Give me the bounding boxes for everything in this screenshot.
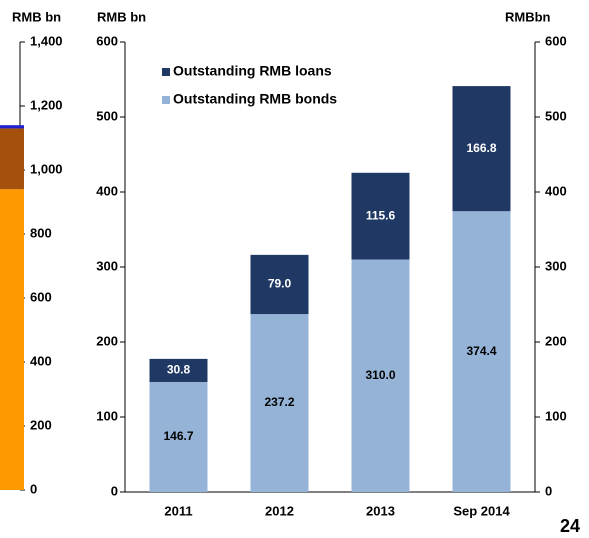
y2-axis-label: RMBbn (505, 9, 551, 24)
x-tick-label: 2013 (366, 503, 395, 518)
page-number: 24 (560, 516, 580, 536)
y2-tick-label: 100 (545, 408, 567, 423)
bar-segment (0, 189, 24, 490)
bar-segment (149, 381, 208, 492)
y-tick-label: 400 (96, 183, 118, 198)
value-label: 79.0 (268, 277, 292, 291)
value-label: 310.0 (365, 368, 395, 382)
y-tick-label: 1,000 (30, 161, 63, 176)
y-tick-label: 300 (96, 258, 118, 273)
legend-label: Outstanding RMB loans (173, 63, 332, 79)
y-tick-label: 0 (111, 483, 118, 498)
y-tick-label: 0 (30, 481, 37, 496)
y2-tick-label: 0 (545, 483, 552, 498)
legend-swatch (162, 96, 170, 104)
y-axis-label: RMB bn (97, 9, 146, 24)
y-tick-label: 100 (96, 408, 118, 423)
y-tick-label: 200 (96, 333, 118, 348)
value-label: 374.4 (466, 344, 496, 358)
bar-segment (0, 125, 24, 129)
bar-segment (250, 314, 309, 492)
x-tick-label: 2012 (265, 503, 294, 518)
value-label: 166.8 (466, 141, 496, 155)
x-tick-label: 2011 (164, 503, 192, 518)
legend-label: Outstanding RMB bonds (173, 91, 337, 107)
y2-tick-label: 600 (545, 33, 567, 48)
bar-segment (452, 211, 511, 492)
bar-segment (351, 259, 410, 492)
y-tick-label: 600 (96, 33, 118, 48)
legend-swatch (162, 68, 170, 76)
y-tick-label: 600 (30, 289, 52, 304)
value-label: 115.6 (366, 208, 396, 222)
bar-segment (149, 358, 208, 382)
y-axis-label: RMB bn (12, 9, 61, 24)
value-label: 30.8 (167, 363, 191, 377)
y2-tick-label: 300 (545, 258, 567, 273)
y-tick-label: 800 (30, 225, 52, 240)
x-tick-label: Sep 2014 (453, 503, 510, 518)
bar-segment (351, 172, 410, 260)
value-label: 237.2 (264, 395, 294, 409)
bar-segment (250, 254, 309, 315)
y-tick-label: 1,400 (30, 33, 63, 48)
y-tick-label: 200 (30, 417, 52, 432)
y-tick-label: 1,200 (30, 97, 63, 112)
value-label: 146.7 (163, 429, 193, 443)
bar-segment (0, 128, 24, 190)
y-tick-label: 500 (96, 108, 118, 123)
y2-tick-label: 500 (545, 108, 567, 123)
y2-tick-label: 200 (545, 333, 567, 348)
y2-tick-label: 400 (545, 183, 567, 198)
bar-segment (452, 86, 511, 212)
y-tick-label: 400 (30, 353, 52, 368)
